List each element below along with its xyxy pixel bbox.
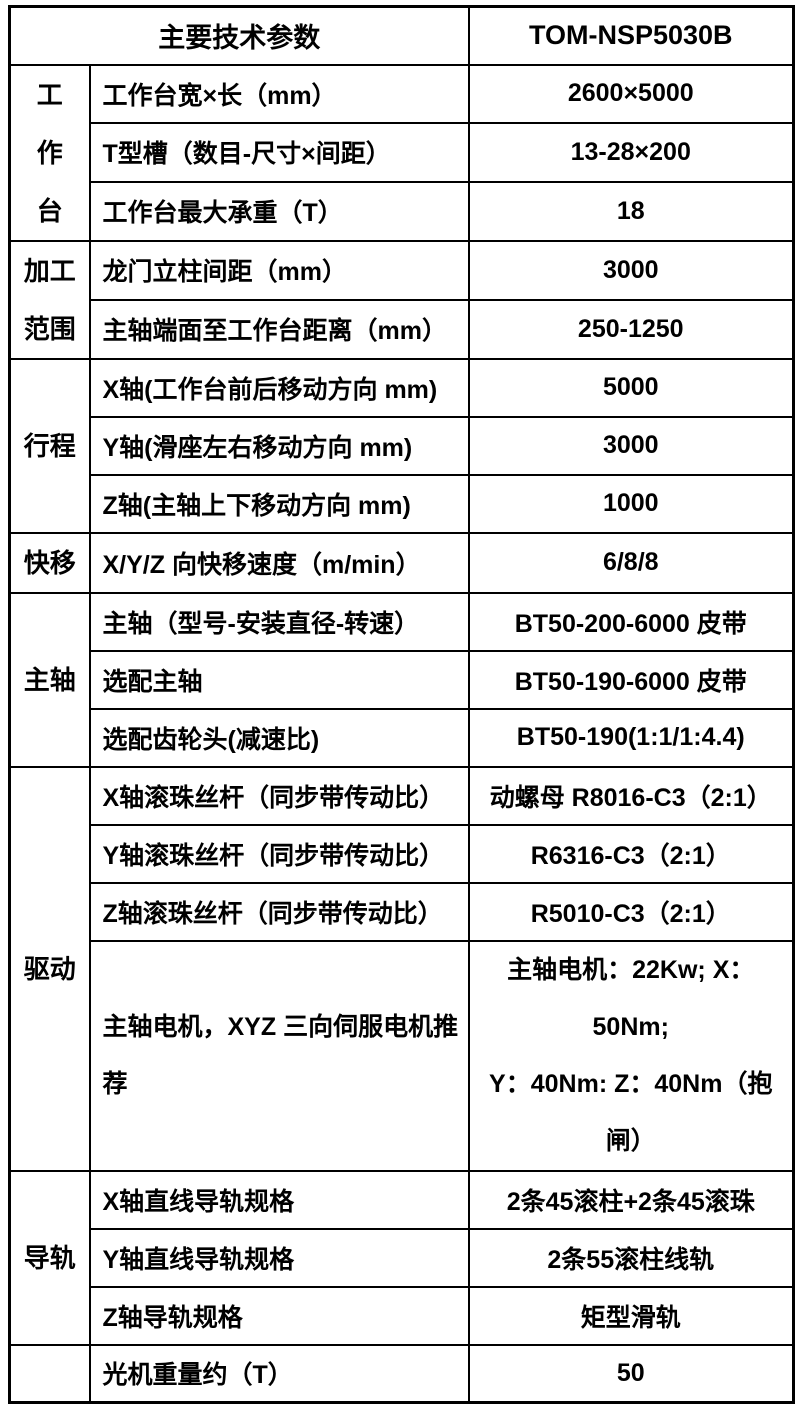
header-model: TOM-NSP5030B	[467, 5, 795, 66]
category-spindle: 主轴	[8, 591, 91, 768]
param-label-cell: 龙门立柱间距（mm）	[88, 239, 470, 301]
table-row: 加工 范围 龙门立柱间距（mm） 3000	[8, 239, 795, 360]
table-row: 快移 X/Y/Z 向快移速度（m/min） 6/8/8	[8, 531, 795, 594]
param-label-cell: Z轴滚珠丝杆（同步带传动比）	[88, 881, 470, 942]
param-value-cell: 50	[467, 1343, 795, 1404]
category-travel: 行程	[8, 357, 91, 534]
table-row: Z轴(主轴上下移动方向 mm) 1000	[10, 473, 795, 534]
table-row: 工作台最大承重（T） 18	[10, 180, 795, 242]
table-row: Z轴滚珠丝杆（同步带传动比） R5010-C3（2:1）	[10, 881, 795, 942]
param-label-cell: 工作台最大承重（T）	[88, 180, 470, 242]
param-label-cell: X轴滚珠丝杆（同步带传动比）	[88, 765, 470, 826]
param-value-cell: R6316-C3（2:1）	[467, 823, 795, 884]
param-label-cell: 主轴电机，XYZ 三向伺服电机推 荐	[88, 939, 470, 1172]
table-row: 导轨 X轴直线导轨规格 2条45滚柱+2条45滚珠	[8, 1169, 795, 1346]
param-label-cell: T型槽（数目-尺寸×间距）	[88, 122, 470, 183]
param-value-cell: BT50-200-6000 皮带	[467, 591, 795, 652]
param-value-cell: 2条45滚柱+2条45滚珠	[467, 1169, 795, 1230]
category-rapid-traverse: 快移	[8, 531, 91, 594]
param-label-cell: 选配齿轮头(减速比)	[88, 707, 470, 768]
param-label-cell: Y轴直线导轨规格	[88, 1227, 470, 1288]
spec-sheet-page: 主要技术参数 TOM-NSP5030B 工 作 台 工作台宽×长（mm） 260…	[8, 5, 795, 1404]
param-value-cell: 18	[467, 180, 795, 242]
param-label-cell: 光机重量约（T）	[88, 1343, 470, 1404]
table-row: Z轴导轨规格 矩型滑轨	[10, 1285, 795, 1346]
param-label-cell: X轴(工作台前后移动方向 mm)	[88, 357, 470, 418]
param-value-cell: 3000	[467, 239, 795, 301]
param-value-cell: 2600×5000	[467, 63, 795, 125]
param-value-cell: 3000	[467, 415, 795, 476]
table-row: Y轴直线导轨规格 2条55滚柱线轨	[10, 1227, 795, 1288]
param-label-cell: Y轴(滑座左右移动方向 mm)	[88, 415, 470, 476]
table-row: 工 作 台 工作台宽×长（mm） 2600×5000	[8, 63, 795, 242]
table-row: 光机重量约（T） 50	[8, 1343, 795, 1404]
param-value-cell: 1000	[467, 473, 795, 534]
category-blank-cell	[8, 1343, 91, 1404]
param-value-cell: 动螺母 R8016-C3（2:1）	[467, 765, 795, 826]
table-row: Y轴(滑座左右移动方向 mm) 3000	[10, 415, 795, 476]
param-value-cell: 250-1250	[467, 298, 795, 360]
table-row: Y轴滚珠丝杆（同步带传动比） R6316-C3（2:1）	[10, 823, 795, 884]
header-row: 主要技术参数 TOM-NSP5030B	[8, 5, 795, 66]
spec-table: 主要技术参数 TOM-NSP5030B 工 作 台 工作台宽×长（mm） 260…	[8, 5, 795, 1404]
category-drive: 驱动	[8, 765, 91, 1172]
param-value-cell: BT50-190-6000 皮带	[467, 649, 795, 710]
table-row: 主轴端面至工作台距离（mm） 250-1250	[10, 298, 795, 360]
param-value-cell: 矩型滑轨	[467, 1285, 795, 1346]
param-label-cell: Z轴(主轴上下移动方向 mm)	[88, 473, 470, 534]
param-value-cell: 2条55滚柱线轨	[467, 1227, 795, 1288]
param-value-cell: 5000	[467, 357, 795, 418]
category-worktable: 工 作 台	[8, 63, 91, 242]
header-title: 主要技术参数	[8, 5, 470, 66]
category-guideway: 导轨	[8, 1169, 91, 1346]
table-row: 驱动 X轴滚珠丝杆（同步带传动比） 动螺母 R8016-C3（2:1）	[8, 765, 795, 1172]
table-row: 选配主轴 BT50-190-6000 皮带	[10, 649, 795, 710]
param-label-cell: Z轴导轨规格	[88, 1285, 470, 1346]
param-label-cell: X/Y/Z 向快移速度（m/min）	[88, 531, 470, 594]
param-value-cell: 13-28×200	[467, 122, 795, 183]
table-row: 主轴电机，XYZ 三向伺服电机推 荐 主轴电机：22Kw; X：50Nm; Y：…	[10, 939, 795, 1172]
param-value-cell: 6/8/8	[467, 531, 795, 594]
param-value-cell: 主轴电机：22Kw; X：50Nm; Y：40Nm: Z：40Nm（抱闸）	[467, 939, 795, 1172]
param-label-cell: 工作台宽×长（mm）	[88, 63, 470, 125]
param-label-cell: 选配主轴	[88, 649, 470, 710]
table-row: T型槽（数目-尺寸×间距） 13-28×200	[10, 122, 795, 183]
param-label-cell: 主轴端面至工作台距离（mm）	[88, 298, 470, 360]
param-value-cell: R5010-C3（2:1）	[467, 881, 795, 942]
param-label-cell: Y轴滚珠丝杆（同步带传动比）	[88, 823, 470, 884]
param-value-cell: BT50-190(1:1/1:4.4)	[467, 707, 795, 768]
table-row: 主轴 主轴（型号-安装直径-转速） BT50-200-6000 皮带	[8, 591, 795, 768]
param-label-cell: 主轴（型号-安装直径-转速）	[88, 591, 470, 652]
category-machining-range: 加工 范围	[8, 239, 91, 360]
param-label-cell: X轴直线导轨规格	[88, 1169, 470, 1230]
table-row: 选配齿轮头(减速比) BT50-190(1:1/1:4.4)	[10, 707, 795, 768]
table-row: 行程 X轴(工作台前后移动方向 mm) 5000	[8, 357, 795, 534]
